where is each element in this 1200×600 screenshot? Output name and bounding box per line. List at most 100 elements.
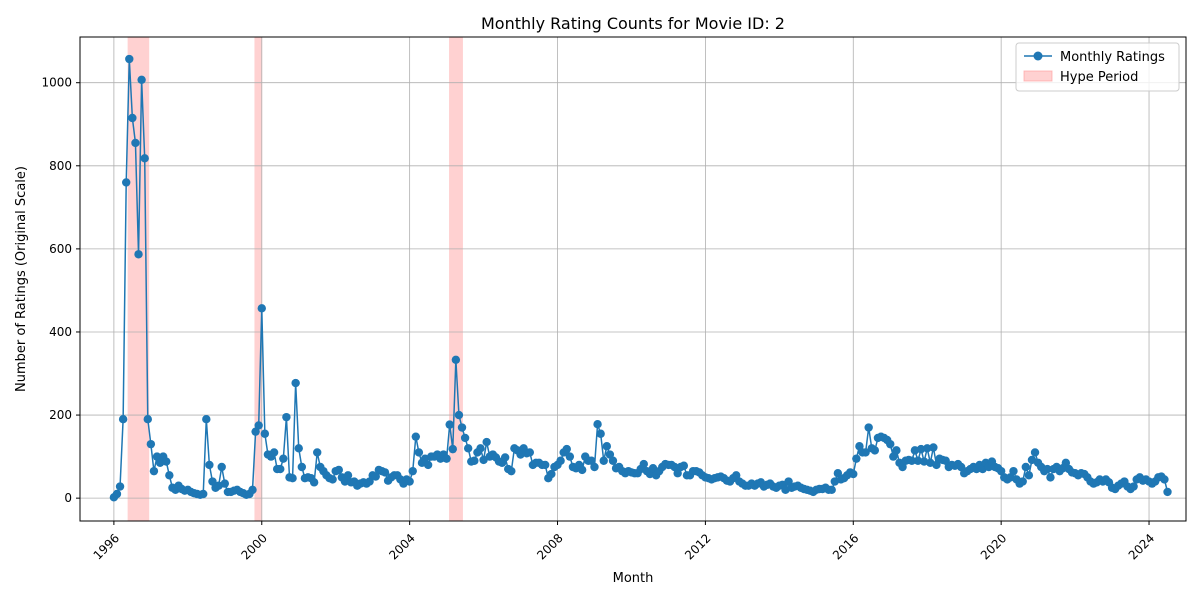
data-point (864, 423, 873, 432)
data-point (408, 466, 417, 476)
data-point (460, 433, 470, 443)
data-point (411, 432, 421, 441)
data-point (365, 477, 374, 486)
legend-label-monthly-ratings: Monthly Ratings (1060, 50, 1165, 65)
data-point (547, 469, 556, 479)
data-point (269, 448, 279, 457)
data-point (1061, 458, 1071, 468)
data-point (405, 477, 414, 486)
data-point (602, 442, 612, 451)
x-axis-label: Month (613, 571, 654, 586)
data-point (556, 456, 565, 465)
data-point (112, 489, 122, 499)
data-point (328, 475, 337, 484)
y-tick-label: 400 (49, 325, 72, 339)
plot-frame (79, 36, 1187, 522)
data-point (340, 477, 350, 486)
data-point (525, 448, 534, 457)
data-point (143, 415, 152, 424)
data-point (448, 444, 457, 454)
data-point (125, 54, 134, 64)
data-point (260, 429, 270, 438)
legend: Monthly Ratings Hype Period (1015, 42, 1180, 92)
data-point (500, 453, 510, 462)
data-point (220, 479, 229, 488)
data-point (251, 427, 260, 436)
data-point (288, 474, 297, 483)
y-tick-label: 200 (49, 408, 72, 422)
hype-region (449, 37, 463, 521)
data-point (380, 468, 390, 477)
data-point (199, 489, 208, 499)
series-monthly-ratings (109, 54, 1172, 502)
y-tick-label: 600 (49, 242, 72, 256)
data-point (217, 462, 226, 472)
data-point (1024, 471, 1034, 480)
data-point (608, 456, 618, 465)
data-point (679, 461, 689, 470)
data-point (248, 485, 257, 495)
data-point (451, 355, 461, 365)
data-point (849, 469, 858, 479)
data-point (956, 462, 966, 472)
data-point (599, 456, 608, 465)
data-point (605, 450, 615, 459)
y-tick-label: 1000 (41, 76, 72, 90)
data-point (146, 439, 156, 449)
data-point (423, 460, 433, 470)
data-point (833, 469, 843, 478)
data-point (673, 469, 682, 478)
data-point (334, 465, 343, 475)
data-point (202, 415, 211, 424)
data-point (639, 459, 648, 469)
data-point (115, 482, 125, 491)
data-point (165, 471, 174, 480)
data-point (1043, 464, 1052, 474)
data-point (861, 448, 870, 457)
data-point (294, 444, 303, 453)
data-point (118, 415, 128, 424)
data-point (463, 444, 473, 453)
data-point (941, 456, 950, 465)
data-point (291, 378, 300, 388)
y-tick-label: 800 (49, 159, 72, 173)
data-point (1046, 473, 1055, 482)
data-point (1163, 487, 1172, 497)
data-point (996, 466, 1006, 476)
legend-label-hype-period: Hype Period (1060, 70, 1138, 85)
data-point (590, 462, 599, 472)
data-point (1030, 448, 1040, 457)
data-point (476, 444, 485, 453)
data-point (870, 446, 880, 455)
data-point (916, 444, 926, 454)
data-point (257, 304, 266, 313)
data-point (929, 443, 938, 452)
data-point (784, 477, 793, 486)
data-point (827, 485, 836, 495)
data-point (343, 471, 353, 480)
y-tick-label: 0 (64, 491, 72, 505)
legend-marker-swatch (1033, 51, 1043, 61)
data-point (1009, 466, 1018, 476)
data-point (482, 437, 491, 447)
y-axis: 0 200 400 600 800 1000 (41, 76, 80, 505)
data-point (596, 429, 605, 438)
data-point (1160, 475, 1169, 484)
data-point (276, 464, 285, 474)
data-point (907, 456, 917, 465)
data-point (565, 452, 575, 461)
data-point (913, 456, 923, 465)
data-point (128, 113, 137, 123)
data-point (507, 466, 516, 476)
data-point (479, 455, 488, 465)
data-point (1129, 482, 1138, 491)
data-point (855, 442, 864, 451)
legend-patch-swatch (1023, 70, 1053, 82)
data-point (371, 472, 380, 481)
data-point (1018, 477, 1027, 486)
data-point (923, 444, 932, 453)
data-point (205, 460, 214, 470)
data-point (577, 465, 587, 475)
data-point (149, 466, 159, 476)
